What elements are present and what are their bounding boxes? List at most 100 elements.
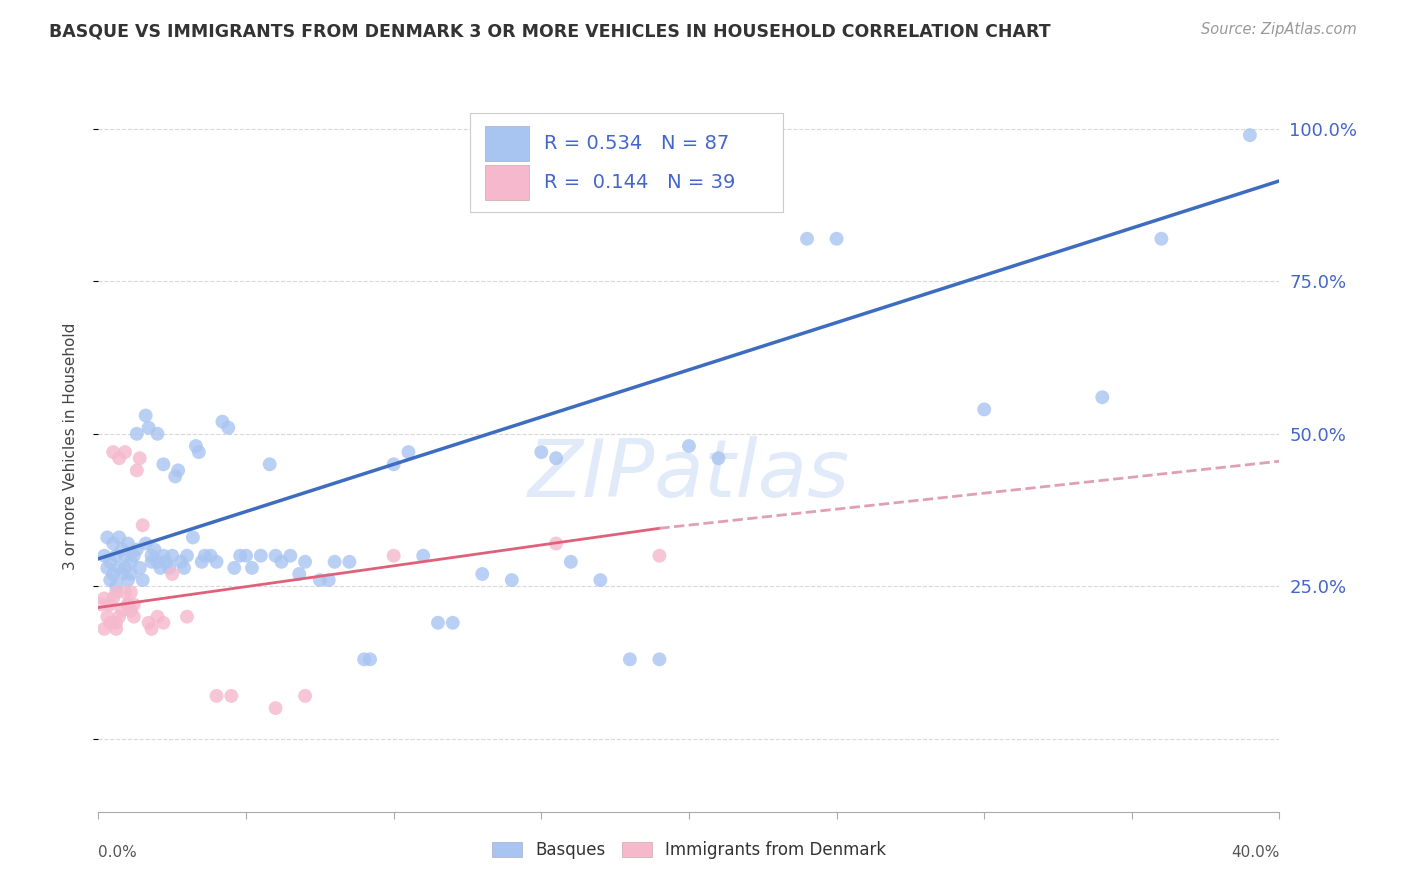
Point [93, 549, 115, 563]
Point [105, 615, 128, 630]
Point [114, 561, 136, 575]
Point [108, 451, 131, 466]
Point [398, 445, 420, 459]
Point [323, 555, 346, 569]
Point [264, 549, 287, 563]
Text: 40.0%: 40.0% [1232, 846, 1279, 860]
Point [105, 549, 128, 563]
Point [114, 549, 136, 563]
Point [707, 451, 730, 466]
Point [98, 555, 121, 569]
Point [796, 232, 818, 246]
Point [240, 561, 263, 575]
Point [117, 598, 139, 612]
Point [162, 567, 183, 582]
FancyBboxPatch shape [485, 127, 530, 161]
Point [108, 530, 131, 544]
Point [501, 573, 523, 587]
Point [93, 622, 115, 636]
Point [117, 573, 139, 587]
Point [173, 561, 195, 575]
Point [103, 591, 125, 606]
Point [589, 573, 612, 587]
Point [619, 652, 641, 666]
Point [117, 536, 139, 550]
Point [111, 567, 134, 582]
Point [353, 652, 375, 666]
Point [105, 585, 128, 599]
Point [318, 573, 340, 587]
Point [98, 598, 121, 612]
Point [135, 409, 157, 423]
Point [122, 549, 145, 563]
Point [128, 451, 150, 466]
Point [229, 549, 252, 563]
Point [217, 421, 239, 435]
Point [176, 549, 198, 563]
Point [108, 561, 131, 575]
Point [128, 561, 150, 575]
Point [165, 469, 187, 483]
Text: R = 0.534   N = 87: R = 0.534 N = 87 [544, 135, 728, 153]
Point [125, 463, 148, 477]
Point [120, 604, 142, 618]
Point [135, 536, 157, 550]
Point [157, 561, 180, 575]
Point [1150, 232, 1173, 246]
Point [152, 549, 174, 563]
Point [382, 457, 405, 471]
Point [264, 701, 287, 715]
Point [471, 567, 494, 582]
Point [211, 415, 233, 429]
Point [103, 445, 125, 459]
Point [441, 615, 464, 630]
Point [120, 585, 142, 599]
Point [146, 426, 169, 441]
Point [162, 549, 183, 563]
Point [146, 555, 169, 569]
Point [98, 573, 121, 587]
Point [648, 652, 671, 666]
Point [143, 542, 166, 557]
Point [141, 622, 163, 636]
Point [132, 573, 155, 587]
Point [111, 604, 134, 618]
Point [224, 561, 246, 575]
Point [125, 542, 148, 557]
Point [114, 585, 136, 599]
Point [235, 549, 257, 563]
Y-axis label: 3 or more Vehicles in Household: 3 or more Vehicles in Household [63, 322, 77, 570]
FancyBboxPatch shape [471, 113, 783, 212]
Point [221, 689, 243, 703]
Point [825, 232, 848, 246]
Text: ZIPatlas: ZIPatlas [527, 436, 851, 515]
Point [141, 555, 163, 569]
Point [132, 518, 155, 533]
Point [294, 689, 316, 703]
Point [200, 549, 222, 563]
Point [205, 555, 228, 569]
Point [120, 567, 142, 582]
Point [1239, 128, 1261, 143]
Point [108, 609, 131, 624]
FancyBboxPatch shape [485, 165, 530, 200]
Point [359, 652, 381, 666]
Point [170, 555, 193, 569]
Point [98, 615, 121, 630]
Point [146, 609, 169, 624]
Point [141, 549, 163, 563]
Point [152, 457, 174, 471]
Point [427, 615, 450, 630]
Point [530, 445, 553, 459]
Point [560, 555, 582, 569]
Point [93, 591, 115, 606]
Point [648, 549, 671, 563]
Point [194, 549, 217, 563]
Point [176, 609, 198, 624]
Text: 0.0%: 0.0% [98, 846, 138, 860]
Point [90, 598, 112, 612]
Point [122, 598, 145, 612]
Point [1091, 390, 1114, 404]
Point [96, 561, 118, 575]
Point [973, 402, 995, 417]
